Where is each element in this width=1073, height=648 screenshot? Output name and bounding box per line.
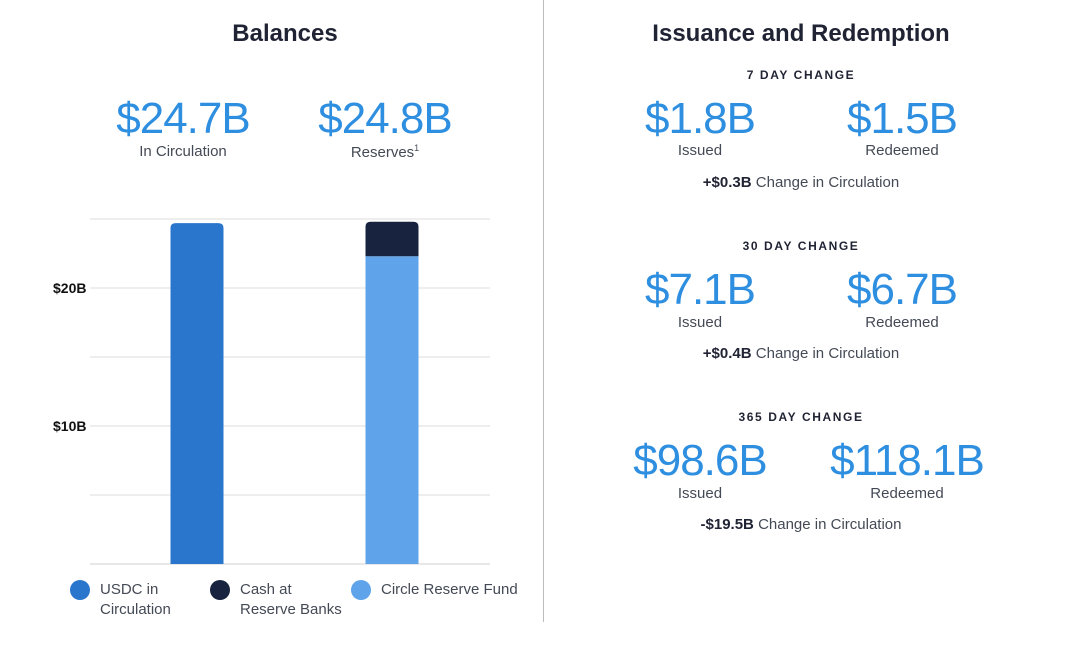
change-label-30d: Change in Circulation — [755, 345, 900, 362]
reserves-value: $24.8B — [318, 94, 452, 143]
change-label-365d: Change in Circulation — [758, 516, 902, 533]
change-label-7d: Change in Circulation — [755, 174, 900, 191]
change-value-365d: -$19.5B — [700, 516, 754, 533]
legend-dot-usdc — [70, 580, 90, 600]
issued-value-365d: $98.6B — [633, 436, 767, 485]
legend-label-fund: Circle Reserve Fund — [381, 581, 518, 598]
section-divider — [543, 0, 544, 622]
redeemed-label-7d: Redeemed — [865, 142, 939, 159]
circulation-value: $24.7B — [116, 94, 250, 143]
reserves-label-wrap: Reserves1 — [285, 143, 485, 161]
legend-dot-fund — [351, 580, 371, 600]
period-heading-365d: 365 DAY CHANGE — [738, 410, 864, 424]
change-7d: +$0.3B Change in Circulation — [601, 174, 1001, 191]
redeemed-label-30d: Redeemed — [865, 314, 939, 331]
issued-value-7d: $1.8B — [645, 94, 756, 143]
issuance-title: Issuance and Redemption — [652, 20, 950, 47]
issued-label-365d: Issued — [677, 485, 723, 502]
change-value-30d: +$0.4B — [702, 345, 752, 362]
redeemed-value-7d: $1.5B — [847, 94, 958, 143]
period-heading-30d: 30 DAY CHANGE — [742, 239, 860, 253]
redeemed-label-365d: Redeemed — [870, 485, 944, 502]
balances-title: Balances — [232, 20, 338, 47]
issued-label-30d: Issued — [677, 314, 723, 331]
bar-circle-reserve-fund — [365, 256, 419, 564]
balances-chart: $10B $20B — [53, 218, 490, 565]
reserves-footnote[interactable]: 1 — [414, 143, 420, 153]
reserves-label: Reserves — [350, 144, 415, 161]
change-30d: +$0.4B Change in Circulation — [601, 345, 1001, 362]
issued-label-7d: Issued — [677, 142, 723, 159]
redeemed-value-30d: $6.7B — [847, 265, 958, 314]
change-365d: -$19.5B Change in Circulation — [601, 516, 1001, 533]
bar-usdc-in-circulation — [170, 223, 224, 564]
legend-dot-cash — [210, 580, 230, 600]
y-tick-label-10: $10B — [53, 418, 86, 434]
change-value-7d: +$0.3B — [702, 174, 752, 191]
circulation-label: In Circulation — [139, 143, 227, 160]
y-tick-label-20: $20B — [53, 280, 86, 296]
period-heading-7d: 7 DAY CHANGE — [746, 68, 856, 82]
bar-cash-at-reserve-banks — [365, 221, 419, 257]
legend-label-cash: Cash at Reserve Banks — [240, 581, 342, 618]
redeemed-value-365d: $118.1B — [830, 436, 985, 485]
legend-label-usdc: USDC in Circulation — [100, 581, 171, 618]
legend: USDC in Circulation Cash at Reserve Banks … — [70, 580, 540, 624]
issued-value-30d: $7.1B — [645, 265, 756, 314]
